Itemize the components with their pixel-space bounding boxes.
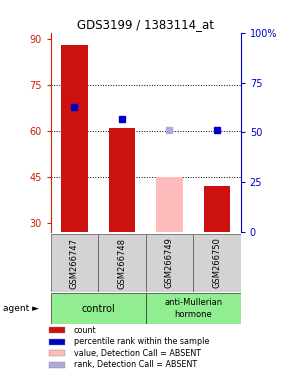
Bar xyxy=(61,45,88,232)
Bar xyxy=(98,234,146,292)
Text: GSM266747: GSM266747 xyxy=(70,238,79,288)
Text: percentile rank within the sample: percentile rank within the sample xyxy=(74,337,209,346)
Text: control: control xyxy=(81,303,115,314)
Bar xyxy=(156,177,182,232)
Text: anti-Mullerian
hormone: anti-Mullerian hormone xyxy=(164,298,222,319)
Text: rank, Detection Call = ABSENT: rank, Detection Call = ABSENT xyxy=(74,360,197,369)
Title: GDS3199 / 1383114_at: GDS3199 / 1383114_at xyxy=(77,18,214,31)
Text: value, Detection Call = ABSENT: value, Detection Call = ABSENT xyxy=(74,349,201,358)
Bar xyxy=(193,234,241,292)
Text: GSM266749: GSM266749 xyxy=(165,238,174,288)
Text: count: count xyxy=(74,326,97,335)
Text: GSM266750: GSM266750 xyxy=(213,238,222,288)
Bar xyxy=(51,234,98,292)
Bar xyxy=(109,128,135,232)
Bar xyxy=(51,293,146,324)
Bar xyxy=(204,186,230,232)
Text: GSM266748: GSM266748 xyxy=(117,238,126,288)
Bar xyxy=(146,293,241,324)
Bar xyxy=(146,234,193,292)
Text: agent ►: agent ► xyxy=(3,304,39,313)
